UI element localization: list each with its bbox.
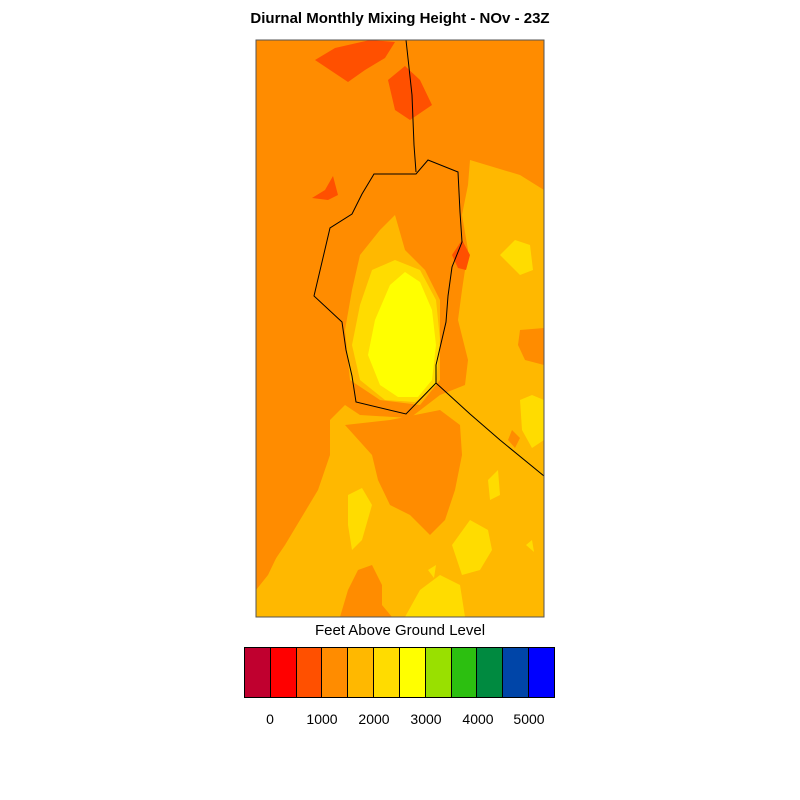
legend-swatch	[296, 648, 323, 697]
legend-swatch	[425, 648, 452, 697]
legend-swatch	[270, 648, 297, 697]
legend-swatch	[477, 648, 504, 697]
contour-2500-south1	[348, 488, 372, 550]
contour-2500-se	[520, 395, 544, 448]
color-legend	[244, 647, 555, 698]
contour-1000-north	[315, 40, 395, 82]
contour-1000-north2	[388, 66, 432, 120]
contour-1500-east	[518, 328, 544, 365]
legend-swatch	[348, 648, 375, 697]
contour-1500-sw	[256, 420, 320, 590]
legend-tick-label: 4000	[462, 711, 494, 727]
legend-swatch	[529, 648, 554, 697]
contour-2500-south3	[488, 470, 500, 500]
contour-2500-south2	[452, 520, 492, 575]
legend-tick-label: 5000	[513, 711, 545, 727]
contour-2500-south5	[428, 565, 436, 578]
legend-swatch	[503, 648, 530, 697]
map-title: Diurnal Monthly Mixing Height - NOv - 23…	[250, 10, 550, 27]
map-frame	[255, 39, 545, 618]
legend-swatch	[374, 648, 400, 697]
contour-2000-east	[256, 160, 544, 617]
legend-tick-label: 2000	[358, 711, 390, 727]
legend-title: Feet Above Ground Level	[314, 622, 486, 639]
legend-swatch	[399, 648, 426, 697]
legend-swatch	[245, 648, 271, 697]
contour-1000-west	[312, 176, 338, 200]
legend-swatch	[322, 648, 349, 697]
boundary-line-southeast	[435, 382, 545, 477]
contour-2500-south4	[405, 575, 465, 617]
contour-1500-se	[508, 430, 520, 448]
legend-tick-label: 3000	[410, 711, 442, 727]
contour-3000-core	[368, 272, 436, 397]
legend-swatch	[451, 648, 478, 697]
contour-2500-south6	[526, 540, 534, 552]
contour-1000-east	[452, 240, 470, 270]
contour-2500-east	[500, 240, 533, 275]
contour-1500-south	[345, 410, 462, 535]
legend-tick-label: 1000	[306, 711, 338, 727]
contour-1500-bottom	[340, 565, 392, 617]
legend-tick-label: 0	[266, 711, 274, 727]
boundary-line-north	[405, 39, 417, 173]
